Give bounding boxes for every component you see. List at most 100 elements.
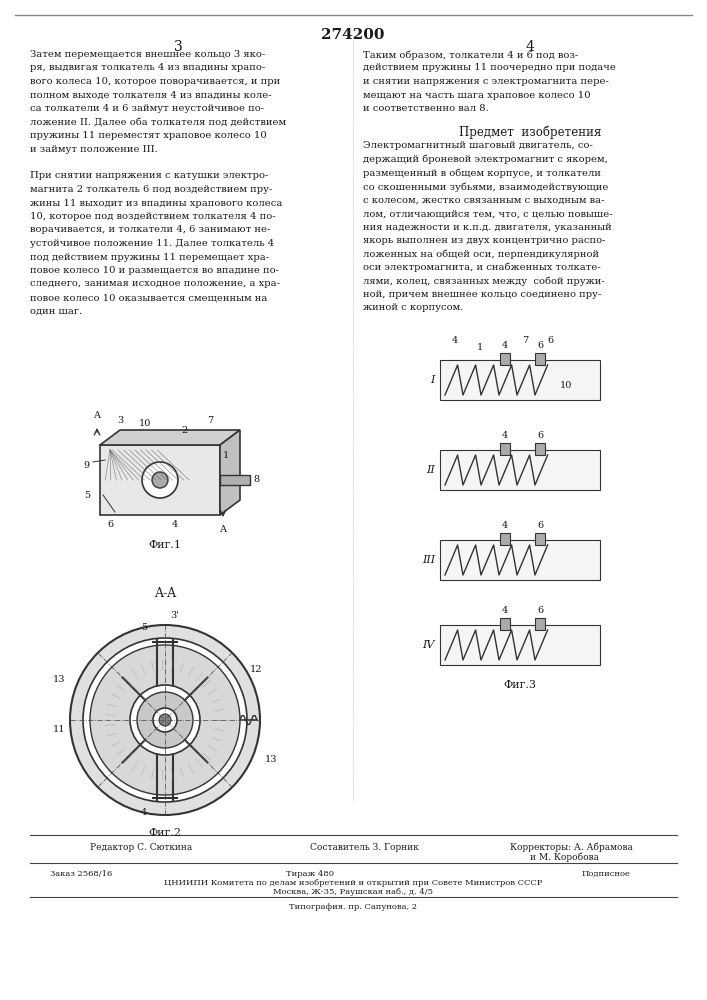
Text: 13: 13: [265, 756, 278, 764]
Text: Составитель З. Горник: Составитель З. Горник: [310, 843, 419, 852]
Text: 8: 8: [253, 476, 259, 485]
Text: ложение II. Далее оба толкателя под действием: ложение II. Далее оба толкателя под дейс…: [30, 117, 286, 126]
Text: ной, причем внешнее кольцо соединено пру-: ной, причем внешнее кольцо соединено пру…: [363, 290, 602, 299]
Circle shape: [137, 692, 193, 748]
Text: 13: 13: [52, 676, 65, 684]
Text: При снятии напряжения с катушки электро-: При снятии напряжения с катушки электро-: [30, 172, 269, 180]
Text: 5: 5: [141, 623, 147, 632]
Text: Заказ 2568/16: Заказ 2568/16: [50, 870, 112, 878]
Text: ложенных на общей оси, перпендикулярной: ложенных на общей оси, перпендикулярной: [363, 249, 599, 259]
Polygon shape: [535, 443, 545, 455]
Text: 7: 7: [207, 416, 213, 425]
Circle shape: [83, 638, 247, 802]
Text: 4: 4: [502, 521, 508, 530]
Text: размещенный в общем корпусе, и толкатели: размещенный в общем корпусе, и толкатели: [363, 168, 601, 178]
Text: жины 11 выходит из впадины храпового колеса: жины 11 выходит из впадины храпового кол…: [30, 198, 282, 208]
Text: 4: 4: [452, 336, 458, 345]
Text: 12: 12: [250, 666, 262, 674]
Text: 6: 6: [537, 521, 543, 530]
Text: один шаг.: один шаг.: [30, 306, 82, 316]
Text: повое колесо 10 оказывается смещенным на: повое колесо 10 оказывается смещенным на: [30, 293, 267, 302]
Text: 1: 1: [223, 450, 229, 460]
Text: Таким образом, толкатели 4 и 6 под воз-: Таким образом, толкатели 4 и 6 под воз-: [363, 50, 578, 60]
Text: ря, выдвигая толкатель 4 из впадины храпо-: ря, выдвигая толкатель 4 из впадины храп…: [30, 64, 265, 73]
Text: под действием пружины 11 перемещает хра-: под действием пружины 11 перемещает хра-: [30, 252, 269, 261]
Text: оси электромагнита, и снабженных толкате-: оси электромагнита, и снабженных толкате…: [363, 263, 601, 272]
Text: ЦНИИПИ Комитета по делам изобретений и открытий при Совете Министров СССР: ЦНИИПИ Комитета по делам изобретений и о…: [164, 879, 542, 887]
Text: 274200: 274200: [321, 28, 385, 42]
Text: пружины 11 переместят храповое колесо 10: пружины 11 переместят храповое колесо 10: [30, 131, 267, 140]
Text: 6: 6: [537, 606, 543, 615]
Text: 4: 4: [502, 606, 508, 615]
Text: 6: 6: [107, 520, 113, 529]
Text: I: I: [431, 375, 435, 385]
Text: действием пружины 11 поочередно при подаче: действием пружины 11 поочередно при пода…: [363, 64, 616, 73]
Text: полном выходе толкателя 4 из впадины коле-: полном выходе толкателя 4 из впадины кол…: [30, 91, 271, 100]
Polygon shape: [535, 353, 545, 365]
Text: Фиг.3: Фиг.3: [503, 680, 537, 690]
Text: 4: 4: [502, 431, 508, 440]
Text: жиной с корпусом.: жиной с корпусом.: [363, 304, 463, 312]
Circle shape: [159, 714, 171, 726]
Text: 4: 4: [502, 341, 508, 350]
Circle shape: [153, 708, 177, 732]
Text: Корректоры: А. Абрамова: Корректоры: А. Абрамова: [510, 843, 633, 852]
Text: 2: 2: [182, 426, 188, 435]
Text: и М. Коробова: и М. Коробова: [530, 853, 599, 862]
FancyBboxPatch shape: [440, 540, 600, 580]
FancyBboxPatch shape: [440, 450, 600, 490]
Circle shape: [142, 462, 178, 498]
Text: 3: 3: [117, 416, 123, 425]
Text: са толкатели 4 и 6 займут неустойчивое по-: са толкатели 4 и 6 займут неустойчивое п…: [30, 104, 264, 113]
Text: 10, которое под воздействием толкателя 4 по-: 10, которое под воздействием толкателя 4…: [30, 212, 276, 221]
Circle shape: [130, 685, 200, 755]
Text: 6: 6: [547, 336, 553, 345]
Text: с колесом, жестко связанным с выходным ва-: с колесом, жестко связанным с выходным в…: [363, 196, 604, 205]
Polygon shape: [500, 353, 510, 365]
Text: и снятии напряжения с электромагнита пере-: и снятии напряжения с электромагнита пер…: [363, 77, 609, 86]
Text: лями, колец, связанных между  собой пружи-: лями, колец, связанных между собой пружи…: [363, 276, 604, 286]
Text: Тираж 480: Тираж 480: [286, 870, 334, 878]
Text: ворачивается, и толкатели 4, 6 занимают не-: ворачивается, и толкатели 4, 6 занимают …: [30, 226, 270, 234]
Polygon shape: [500, 533, 510, 545]
Text: Фиг.2: Фиг.2: [148, 828, 182, 838]
Text: Предмет  изобретения: Предмет изобретения: [459, 125, 601, 139]
Text: Затем перемещается внешнее кольцо 3 яко-: Затем перемещается внешнее кольцо 3 яко-: [30, 50, 265, 59]
Text: Электромагнитный шаговый двигатель, со-: Электромагнитный шаговый двигатель, со-: [363, 141, 593, 150]
Text: 4: 4: [525, 40, 534, 54]
Text: 3: 3: [174, 40, 182, 54]
Text: и соответственно вал 8.: и соответственно вал 8.: [363, 104, 489, 113]
Polygon shape: [500, 618, 510, 630]
Text: A: A: [219, 525, 226, 534]
Text: 4: 4: [141, 808, 147, 817]
FancyBboxPatch shape: [440, 625, 600, 665]
Text: 10: 10: [560, 380, 573, 389]
Polygon shape: [220, 430, 240, 515]
Polygon shape: [535, 618, 545, 630]
Text: IV: IV: [423, 640, 435, 650]
Text: держащий броневой электромагнит с якорем,: держащий броневой электромагнит с якорем…: [363, 155, 608, 164]
Text: A: A: [93, 411, 100, 420]
Text: Подписное: Подписное: [581, 870, 630, 878]
Text: якорь выполнен из двух концентрично распо-: якорь выполнен из двух концентрично расп…: [363, 236, 605, 245]
Text: и займут положение III.: и займут положение III.: [30, 144, 158, 153]
Circle shape: [152, 472, 168, 488]
Text: Типография. пр. Сапунова, 2: Типография. пр. Сапунова, 2: [289, 903, 417, 911]
Polygon shape: [535, 533, 545, 545]
Polygon shape: [500, 443, 510, 455]
Text: 3': 3': [170, 611, 179, 620]
Text: II: II: [426, 465, 435, 475]
Text: 6: 6: [537, 341, 543, 350]
Text: вого колеса 10, которое поворачивается, и при: вого колеса 10, которое поворачивается, …: [30, 77, 280, 86]
Text: ния надежности и к.п.д. двигателя, указанный: ния надежности и к.п.д. двигателя, указа…: [363, 223, 612, 232]
Text: повое колесо 10 и размещается во впадине по-: повое колесо 10 и размещается во впадине…: [30, 266, 279, 275]
Text: со скошенными зубьями, взаимодействующие: со скошенными зубьями, взаимодействующие: [363, 182, 609, 192]
Text: 10: 10: [139, 419, 151, 428]
Text: Редактор С. Сюткина: Редактор С. Сюткина: [90, 843, 192, 852]
Text: 4: 4: [172, 520, 178, 529]
Text: лом, отличающийся тем, что, с целью повыше-: лом, отличающийся тем, что, с целью повы…: [363, 209, 613, 218]
Text: мещают на часть шага храповое колесо 10: мещают на часть шага храповое колесо 10: [363, 91, 590, 100]
Text: 11: 11: [52, 726, 65, 734]
Text: 7: 7: [522, 336, 528, 345]
Polygon shape: [220, 475, 250, 485]
